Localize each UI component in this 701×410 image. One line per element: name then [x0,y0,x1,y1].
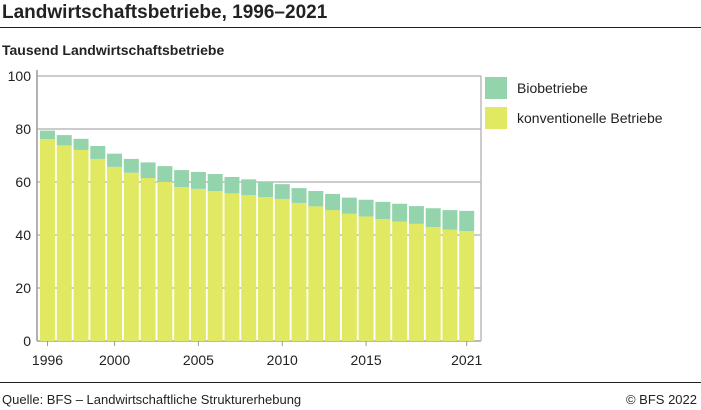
bar-bio-2016 [375,201,391,220]
bar-konventionell-1996 [40,139,55,341]
bar-bio-2013 [325,193,341,211]
bar-konventionell-2020 [442,229,458,341]
bar-bio-2000 [107,153,123,167]
footer-divider [0,382,701,383]
copyright: © BFS 2022 [625,392,697,407]
bar-bio-2007 [224,176,240,194]
y-tick-label: 60 [15,174,31,190]
bar-konventionell-2002 [140,178,156,341]
bar-konventionell-1999 [90,158,106,341]
chart-title: Landwirtschaftsbetriebe, 1996–2021 [2,2,328,23]
bar-bio-2011 [291,188,307,203]
bar-bio-2015 [358,199,374,217]
legend-swatch [485,77,507,99]
x-tick-label: 1996 [32,352,63,368]
bar-bio-2021 [459,210,475,232]
y-tick-label: 40 [15,227,31,243]
bar-bio-1997 [56,135,72,146]
bar-konventionell-2016 [375,219,391,341]
bar-bio-1996 [40,130,55,140]
bar-konventionell-2004 [174,187,190,341]
bar-bio-2008 [241,179,257,196]
bar-bio-2004 [174,170,190,188]
bar-konventionell-2008 [241,195,257,341]
bar-bio-2012 [308,191,324,207]
bar-bio-2001 [123,158,139,173]
bar-bio-2019 [425,208,441,228]
bar-bio-2009 [258,181,273,198]
source-note: Quelle: BFS – Landwirtschaftliche Strukt… [2,392,302,407]
bar-bio-2003 [157,166,173,182]
legend-label: Biobetriebe [517,80,588,96]
x-tick-label: 2000 [99,352,130,368]
bar-konventionell-2019 [425,227,441,341]
bar-bio-2006 [207,174,223,192]
bar-bio-2014 [341,197,357,214]
bar-konventionell-1998 [73,149,89,341]
bar-konventionell-2005 [190,188,206,341]
bar-konventionell-2021 [459,231,475,341]
bar-konventionell-2009 [258,197,273,341]
y-tick-label: 0 [23,333,31,349]
bar-bio-1998 [73,138,89,150]
bar-bio-2005 [190,171,206,189]
legend-swatch [485,107,507,129]
x-tick-label: 2021 [451,352,482,368]
bar-konventionell-1997 [56,145,72,341]
bar-bio-1999 [90,145,106,159]
bar-konventionell-2000 [107,166,123,341]
bar-konventionell-2010 [274,198,290,341]
bar-bio-2020 [442,210,458,230]
bar-konventionell-2014 [341,213,357,341]
bar-bio-2017 [392,203,408,222]
title-divider [0,27,701,28]
x-tick-label: 2015 [351,352,382,368]
y-tick-label: 80 [15,121,31,137]
bar-konventionell-2003 [157,182,173,341]
x-tick-label: 2005 [183,352,214,368]
bar-bio-2002 [140,162,156,179]
x-tick-label: 2010 [267,352,298,368]
y-tick-label: 20 [15,280,31,296]
y-tick-label: 100 [8,68,32,84]
bar-konventionell-2011 [291,202,307,341]
y-axis-label: Tausend Landwirtschaftsbetriebe [2,42,225,58]
bar-konventionell-2017 [392,221,408,341]
bar-konventionell-2015 [358,216,374,341]
bar-konventionell-2018 [408,223,424,341]
bar-bio-2010 [274,184,290,199]
bar-konventionell-2006 [207,191,223,341]
bar-bio-2018 [408,206,424,224]
bar-konventionell-2013 [325,210,341,341]
bar-konventionell-2012 [308,206,324,341]
bar-konventionell-2001 [123,172,139,341]
bar-konventionell-2007 [224,193,240,341]
legend-label: konventionelle Betriebe [517,110,663,126]
